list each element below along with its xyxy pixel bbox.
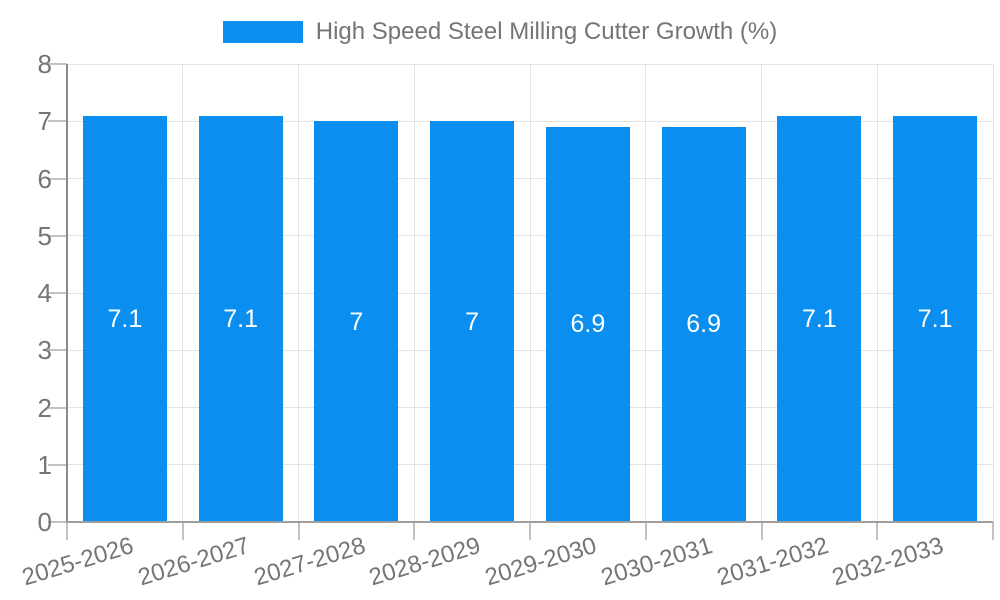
gridline-vertical bbox=[761, 64, 762, 522]
x-tick-label: 2032-2033 bbox=[829, 532, 948, 592]
bar-value-label: 7.1 bbox=[107, 304, 143, 333]
y-tick-label: 0 bbox=[37, 507, 52, 537]
x-tick-label: 2026-2027 bbox=[134, 532, 253, 592]
x-tick-label: 2025-2026 bbox=[19, 532, 137, 592]
gridline-vertical bbox=[298, 64, 299, 522]
y-tick-mark bbox=[48, 177, 67, 180]
y-axis-line bbox=[66, 64, 68, 522]
bar-2026-2027[interactable] bbox=[198, 115, 283, 522]
x-tick-mark bbox=[760, 522, 763, 540]
bar-2025-2026[interactable] bbox=[82, 115, 167, 522]
bar-value-label: 7.1 bbox=[917, 304, 953, 333]
y-tick-label: 6 bbox=[37, 163, 52, 194]
y-tick-mark bbox=[48, 120, 67, 123]
bar-value-label: 6.9 bbox=[570, 310, 606, 339]
x-tick-mark bbox=[992, 522, 994, 540]
legend-swatch bbox=[222, 21, 303, 43]
bar-2030-2031[interactable] bbox=[661, 126, 746, 522]
x-tick-mark bbox=[181, 522, 184, 540]
y-tick-label: 2 bbox=[37, 392, 52, 423]
legend-label: High Speed Steel Milling Cutter Growth (… bbox=[315, 18, 778, 45]
bar-value-label: 7.1 bbox=[223, 304, 258, 333]
y-tick-label: 3 bbox=[37, 335, 52, 366]
y-tick-mark bbox=[48, 463, 67, 466]
y-tick-label: 8 bbox=[37, 49, 52, 79]
y-tick-mark bbox=[48, 234, 67, 237]
x-tick-label: 2028-2029 bbox=[366, 532, 485, 592]
gridline-vertical bbox=[182, 64, 184, 522]
x-tick-label: 2030-2031 bbox=[597, 532, 716, 592]
bar-2027-2028[interactable] bbox=[314, 121, 399, 522]
bar-value-label: 7 bbox=[349, 307, 364, 336]
y-tick-mark bbox=[48, 349, 67, 352]
gridline-vertical bbox=[876, 64, 878, 522]
bar-2029-2030[interactable] bbox=[545, 126, 630, 522]
y-tick-mark bbox=[48, 521, 67, 523]
gridline-vertical bbox=[992, 64, 994, 522]
bar-2032-2033[interactable] bbox=[893, 115, 978, 522]
x-axis-line bbox=[66, 521, 993, 523]
x-tick-label: 2031-2032 bbox=[713, 532, 832, 592]
gridline-vertical bbox=[413, 64, 415, 522]
x-tick-mark bbox=[413, 522, 416, 540]
x-tick-mark bbox=[297, 522, 300, 540]
y-tick-label: 5 bbox=[37, 220, 52, 251]
bar-value-label: 7 bbox=[465, 307, 480, 336]
bar-2031-2032[interactable] bbox=[777, 115, 862, 522]
y-tick-mark bbox=[48, 406, 67, 409]
x-tick-label: 2027-2028 bbox=[250, 532, 369, 592]
x-tick-mark bbox=[644, 522, 647, 540]
x-tick-mark bbox=[876, 522, 879, 540]
x-tick-mark bbox=[66, 522, 68, 540]
y-tick-label: 4 bbox=[37, 278, 52, 308]
bar-value-label: 7.1 bbox=[801, 304, 837, 333]
x-tick-mark bbox=[529, 522, 531, 540]
bar-2028-2029[interactable] bbox=[430, 121, 515, 522]
y-tick-label: 7 bbox=[37, 106, 52, 137]
y-tick-label: 1 bbox=[37, 449, 52, 480]
bar-value-label: 6.9 bbox=[686, 310, 721, 339]
y-tick-mark bbox=[48, 63, 67, 65]
gridline-vertical bbox=[529, 64, 531, 522]
y-tick-mark bbox=[48, 292, 67, 294]
gridline-vertical bbox=[645, 64, 647, 522]
x-tick-label: 2029-2030 bbox=[482, 532, 600, 592]
chart-legend[interactable]: High Speed Steel Milling Cutter Growth (… bbox=[0, 18, 1000, 46]
